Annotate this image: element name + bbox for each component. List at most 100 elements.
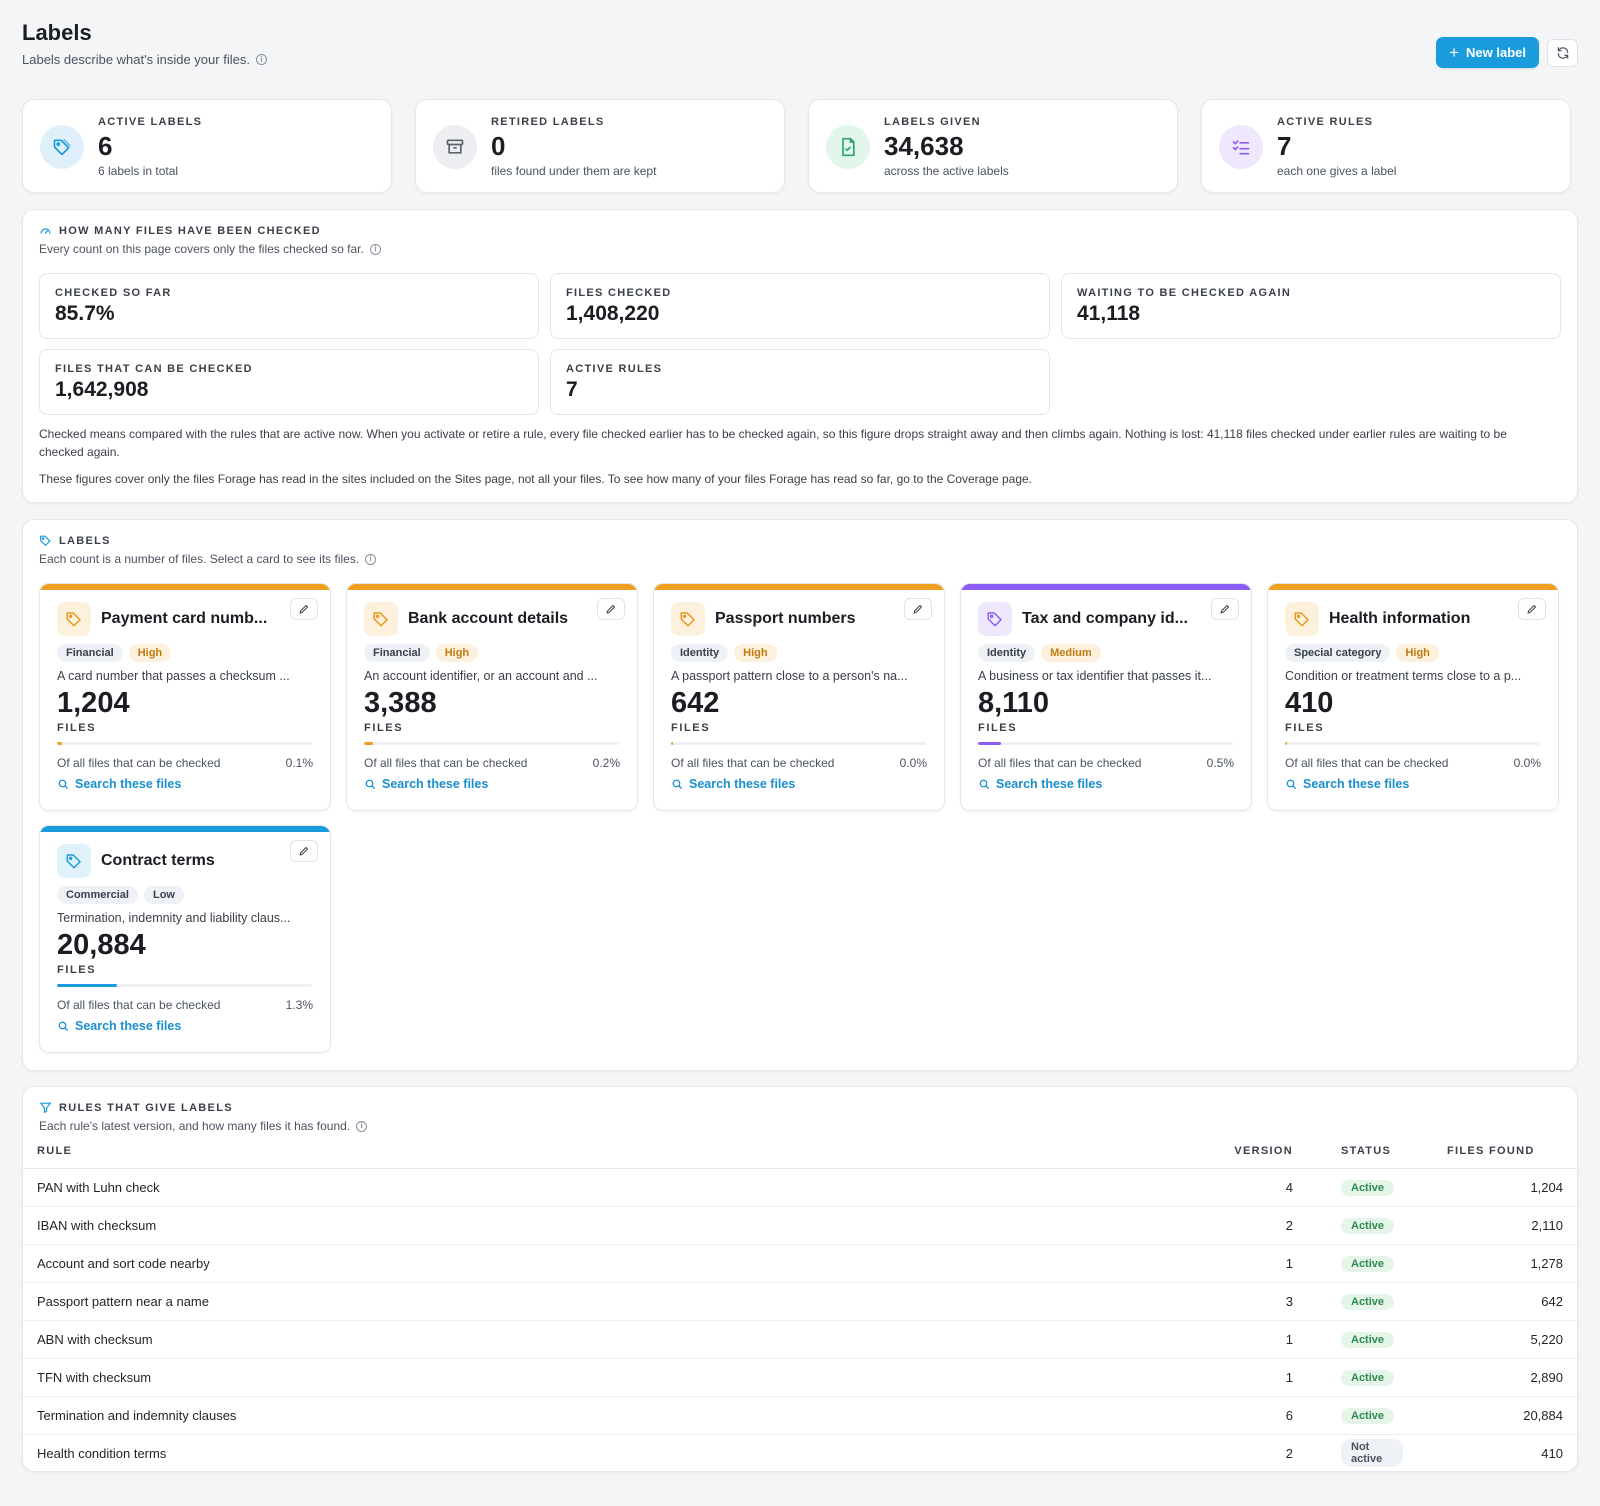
category-badge: Identity [978, 644, 1036, 662]
of-all-files-label: Of all files that can be checked [364, 756, 528, 770]
rules-table: RULE VERSION STATUS FILES FOUND PAN with… [23, 1142, 1577, 1471]
label-card[interactable]: Contract terms Commercial Low Termination, … [39, 825, 331, 1053]
column-header-version[interactable]: VERSION [1217, 1142, 1307, 1169]
label-name: Contract terms [101, 852, 215, 869]
label-tags: Identity High [671, 644, 777, 662]
header-actions: + New label [1436, 37, 1578, 68]
label-description: A card number that passes a checksum ... [57, 669, 290, 683]
search-link-label: Search these files [996, 777, 1103, 791]
column-header-status[interactable]: STATUS [1307, 1142, 1417, 1169]
label-card[interactable]: Tax and company id... Identity Medium A bus… [960, 583, 1252, 811]
label-accent-bar [40, 584, 330, 590]
label-progress-bar [57, 742, 312, 745]
rule-status-cell: Active [1307, 1396, 1417, 1435]
stat-card-labels-given: LABELS GIVEN 34,638 across the active la… [808, 99, 1178, 193]
search-link-label: Search these files [1303, 777, 1410, 791]
files-unit: FILES [57, 964, 97, 976]
label-description: Termination, indemnity and liability cla… [57, 911, 291, 925]
search-these-files-link[interactable]: Search these files [57, 777, 181, 791]
rule-version: 1 [1217, 1244, 1307, 1283]
label-progress-bar [57, 984, 312, 987]
label-card[interactable]: Health information Special category High Co… [1267, 583, 1559, 811]
edit-label-button[interactable] [1518, 598, 1546, 620]
status-badge: Active [1341, 1369, 1395, 1386]
label-file-count: 1,204 [57, 687, 130, 719]
metric-label: CHECKED SO FAR [55, 287, 172, 299]
rule-name: Passport pattern near a name [23, 1282, 1217, 1321]
search-these-files-link[interactable]: Search these files [671, 777, 795, 791]
label-card[interactable]: Bank account details Financial High An acco… [346, 583, 638, 811]
search-icon [979, 779, 989, 789]
section-title: HOW MANY FILES HAVE BEEN CHECKED [59, 224, 321, 237]
label-progress-fill [364, 742, 374, 745]
table-row[interactable]: IBAN with checksum 2 Active 2,110 [23, 1206, 1577, 1245]
search-icon [58, 1021, 68, 1031]
label-name: Health information [1329, 610, 1471, 627]
edit-label-button[interactable] [290, 840, 318, 862]
info-icon[interactable]: i [255, 54, 267, 65]
stat-card-active-labels: ACTIVE LABELS 6 6 labels in total [22, 99, 392, 193]
edit-label-button[interactable] [1211, 598, 1239, 620]
rule-status-cell: Not active [1307, 1434, 1417, 1471]
filter-icon [40, 1102, 51, 1113]
rule-name: Termination and indemnity clauses [23, 1396, 1217, 1435]
label-card[interactable]: Passport numbers Identity High A passport p… [653, 583, 945, 811]
table-row[interactable]: ABN with checksum 1 Active 5,220 [23, 1320, 1577, 1359]
new-label-button[interactable]: + New label [1436, 37, 1539, 68]
stat-label: ACTIVE LABELS [98, 116, 203, 128]
table-row[interactable]: Account and sort code nearby 1 Active 1,278 [23, 1244, 1577, 1283]
stat-label: ACTIVE RULES [1277, 116, 1374, 128]
table-header-row: RULE VERSION STATUS FILES FOUND [23, 1142, 1577, 1169]
info-icon[interactable]: i [365, 553, 377, 565]
edit-label-button[interactable] [904, 598, 932, 620]
label-accent-bar [1268, 584, 1558, 590]
refresh-button[interactable] [1547, 38, 1578, 67]
label-description: Condition or treatment terms close to a … [1285, 669, 1522, 683]
metric-active-rules: ACTIVE RULES 7 [550, 349, 1050, 415]
table-row[interactable]: TFN with checksum 1 Active 2,890 [23, 1358, 1577, 1397]
table-row[interactable]: Termination and indemnity clauses 6 Active… [23, 1396, 1577, 1435]
search-these-files-link[interactable]: Search these files [57, 1019, 181, 1033]
severity-badge: High [435, 644, 479, 662]
label-progress-bar [671, 742, 926, 745]
info-icon[interactable]: i [369, 243, 381, 255]
tag-icon [978, 602, 1012, 636]
metric-value: 1,408,220 [566, 302, 660, 325]
search-these-files-link[interactable]: Search these files [1285, 777, 1409, 791]
rule-version: 2 [1285, 1445, 1293, 1461]
search-these-files-link[interactable]: Search these files [978, 777, 1102, 791]
category-badge: Identity [671, 644, 729, 662]
label-card[interactable]: Payment card numb... Financial High A card … [39, 583, 331, 811]
table-row[interactable]: Health condition terms 2 Not active 410 [23, 1434, 1577, 1471]
rule-files-found: 2,890 [1417, 1358, 1577, 1397]
edit-label-button[interactable] [597, 598, 625, 620]
section-header: RULES THAT GIVE LABELS [39, 1101, 233, 1114]
pencil-icon [299, 847, 308, 856]
search-link-label: Search these files [689, 777, 796, 791]
info-icon[interactable]: i [356, 1120, 368, 1132]
label-progress-fill [1285, 742, 1287, 745]
rule-name: ABN with checksum [23, 1320, 1217, 1359]
table-row[interactable]: Passport pattern near a name 3 Active 642 [23, 1282, 1577, 1321]
label-accent-bar [961, 584, 1251, 590]
label-progress-bar [1285, 742, 1540, 745]
status-badge: Not active [1341, 1439, 1403, 1468]
tag-icon [364, 602, 398, 636]
metric-value: 41,118 [1077, 302, 1141, 325]
stat-label: LABELS GIVEN [884, 116, 981, 128]
stat-sub: each one gives a label [1277, 164, 1397, 178]
metric-label: WAITING TO BE CHECKED AGAIN [1077, 287, 1292, 299]
search-these-files-link[interactable]: Search these files [364, 777, 488, 791]
label-file-count: 8,110 [978, 687, 1049, 719]
section-title: RULES THAT GIVE LABELS [59, 1101, 233, 1114]
column-header-files-found[interactable]: FILES FOUND [1417, 1142, 1577, 1169]
label-percentage: 0.1% [285, 756, 313, 770]
column-header-rule[interactable]: RULE [23, 1142, 1217, 1169]
of-all-files-label: Of all files that can be checked [978, 756, 1142, 770]
label-percentage: 0.2% [592, 756, 620, 770]
tag-icon [57, 844, 91, 878]
edit-label-button[interactable] [290, 598, 318, 620]
table-row[interactable]: PAN with Luhn check 4 Active 1,204 [23, 1168, 1577, 1207]
rule-status-cell: Active [1307, 1320, 1417, 1359]
rule-files-found: 410 [1541, 1445, 1563, 1461]
